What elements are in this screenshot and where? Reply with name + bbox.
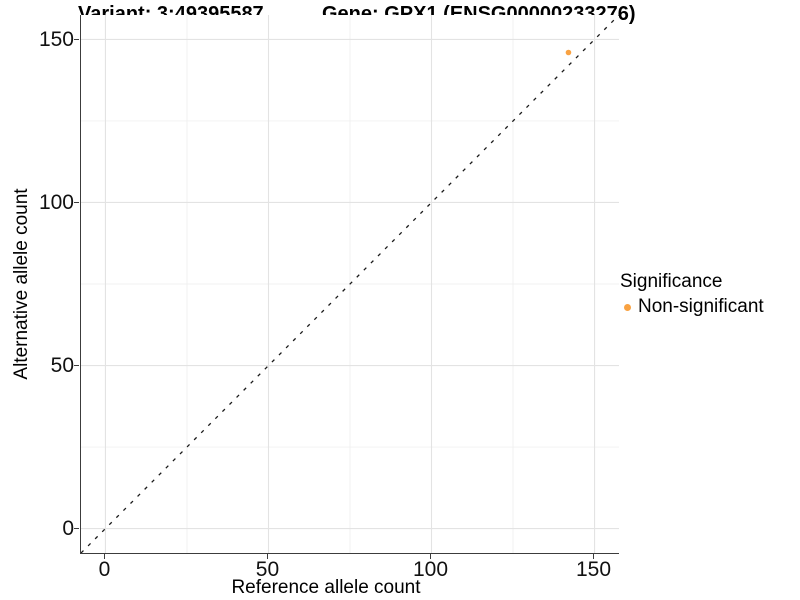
x-tick-label: 150 <box>576 558 612 581</box>
y-tick-label: 50 <box>50 354 74 377</box>
legend-point-swatch-icon <box>624 303 631 311</box>
y-tick-label: 0 <box>62 517 74 541</box>
identity-reference-line <box>81 15 619 553</box>
plot-panel <box>80 15 619 554</box>
legend-item-label: Non-significant <box>638 296 764 317</box>
legend-item-non-significant: Non-significant <box>620 296 764 318</box>
legend: Significance Non-significant <box>620 271 764 318</box>
x-axis-title: Reference allele count <box>231 577 421 598</box>
x-tick-label: 100 <box>412 558 449 581</box>
data-point <box>565 49 572 56</box>
legend-title: Significance <box>620 271 723 292</box>
x-tick-mark <box>103 554 106 559</box>
x-tick-mark <box>429 554 432 559</box>
y-axis-title: Alternative allele count <box>11 188 32 380</box>
y-tick-label: 150 <box>38 27 74 51</box>
x-tick-mark <box>592 554 595 559</box>
y-tick-mark <box>74 201 79 204</box>
x-tick-label: 50 <box>255 558 280 581</box>
y-tick-mark <box>74 364 79 367</box>
x-tick-mark <box>266 554 269 559</box>
x-tick-label: 0 <box>98 558 111 581</box>
scatter-plot-svg <box>81 15 619 553</box>
y-tick-mark <box>74 38 79 41</box>
y-tick-mark <box>74 527 79 530</box>
y-tick-label: 100 <box>38 190 74 214</box>
